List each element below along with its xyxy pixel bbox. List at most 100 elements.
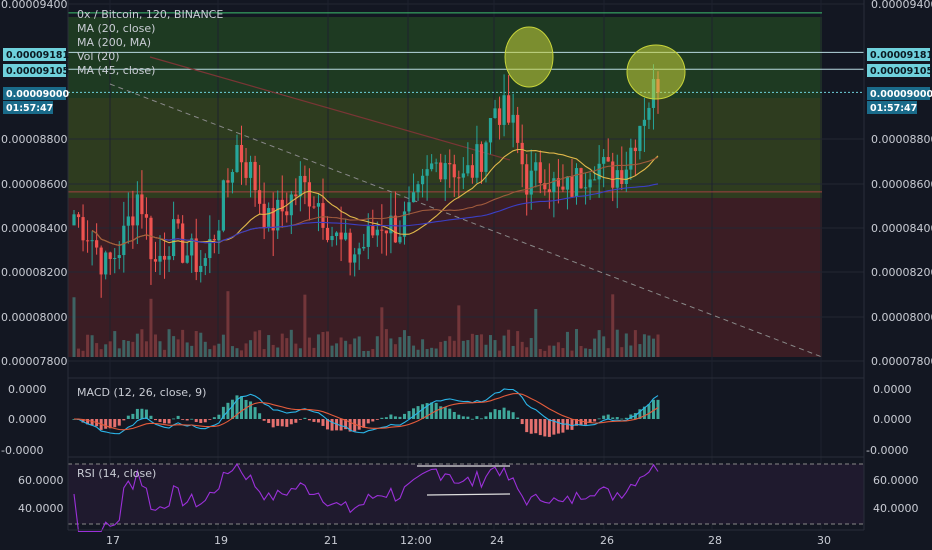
macd-histogram-bar xyxy=(366,419,370,424)
candle-body xyxy=(439,162,443,180)
macd-histogram-bar xyxy=(488,412,492,419)
macd-histogram-bar xyxy=(362,419,366,428)
main-legend[interactable]: 0x / Bitcoin, 120, BINANCE MA (20, close… xyxy=(77,8,223,78)
candle-body xyxy=(538,162,542,184)
macd-histogram-bar xyxy=(498,410,502,419)
legend-ma200[interactable]: MA (200, MA) xyxy=(77,36,152,49)
tag-mid-right-text: 0.00009105 xyxy=(870,66,932,77)
candle-body xyxy=(371,226,375,236)
candle-body xyxy=(520,142,524,165)
candle-body xyxy=(602,157,606,164)
candle-body xyxy=(597,163,601,180)
time-axis[interactable]: 17 19 21 12:00 24 26 28 30 xyxy=(106,534,831,547)
candle-body xyxy=(140,194,144,215)
volume-bar xyxy=(271,344,275,357)
candle-body xyxy=(108,252,112,259)
rsi-axis-tick-left: 60.0000 xyxy=(18,474,64,487)
descending-trendline[interactable] xyxy=(149,56,511,161)
volume-bar xyxy=(620,347,624,357)
candle-body xyxy=(135,194,139,226)
macd-axis-tick-left: 0.0000 xyxy=(8,383,47,396)
macd-histogram-bar xyxy=(407,411,411,419)
volume-bar xyxy=(203,341,207,357)
candle-body xyxy=(593,179,597,181)
macd-histogram-bar xyxy=(235,395,239,419)
macd-histogram-bar xyxy=(357,419,361,430)
candle-body xyxy=(235,144,239,173)
volume-bar xyxy=(570,350,574,357)
tag-countdown-left xyxy=(3,101,53,114)
macd-histogram-bar xyxy=(280,419,284,427)
volume-bar xyxy=(221,334,225,357)
macd-histogram-bar xyxy=(244,399,248,419)
macd-histogram-bar xyxy=(642,406,646,419)
macd-histogram-bar xyxy=(421,404,425,419)
volume-bar xyxy=(416,349,420,357)
macd-histogram-bar xyxy=(457,414,461,419)
volume-bar xyxy=(330,345,334,357)
volume-bar xyxy=(135,333,139,357)
rsi-legend[interactable]: RSI (14, close) xyxy=(77,467,157,480)
candle-body xyxy=(289,194,293,216)
macd-histogram-bar xyxy=(593,419,597,422)
macd-histogram-bar xyxy=(271,419,275,428)
macd-histogram-bar xyxy=(602,415,606,419)
right-price-tick: 0.00008800 xyxy=(871,133,932,146)
macd-histogram-bar xyxy=(339,419,343,431)
candle-body xyxy=(90,240,94,242)
candle-body xyxy=(475,144,479,178)
zone-red xyxy=(68,198,822,357)
macd-histogram-bar xyxy=(534,419,538,434)
candle-body xyxy=(285,211,289,216)
candle-body xyxy=(122,225,126,256)
volume-bar xyxy=(493,340,497,357)
right-price-axis[interactable]: 0.00009400 0.00008800 0.00008600 0.00008… xyxy=(871,0,932,368)
dashed-trendline[interactable] xyxy=(109,83,823,358)
macd-histogram-bar xyxy=(326,419,330,430)
candle-body xyxy=(362,246,366,249)
candle-body xyxy=(574,168,579,197)
legend-ma20[interactable]: MA (20, close) xyxy=(77,22,156,35)
macd-histogram-bar xyxy=(552,419,556,435)
candle-body xyxy=(248,161,253,178)
rsi-divergence-lower[interactable] xyxy=(426,493,511,496)
volume-bar xyxy=(276,347,280,357)
legend-ma45[interactable]: MA (45, close) xyxy=(77,64,156,77)
candle-body xyxy=(642,119,647,126)
macd-histogram-bar xyxy=(163,419,167,424)
macd-axis[interactable]: 0.0000 0.0000 -0.0000 0.0000 0.0000 -0.0… xyxy=(1,383,912,457)
volume-bar xyxy=(498,350,502,357)
candle-body xyxy=(176,219,180,224)
candle-body xyxy=(547,189,551,193)
volume-bar xyxy=(484,344,488,357)
highlight-ellipse-1[interactable] xyxy=(504,26,554,88)
macd-axis-tick-right: 0.0000 xyxy=(873,383,912,396)
grid-lines xyxy=(68,0,864,530)
symbol-title[interactable]: 0x / Bitcoin, 120, BINANCE xyxy=(77,8,224,21)
legend-vol[interactable]: Vol (20) xyxy=(77,50,120,63)
macd-histogram-bar xyxy=(81,419,85,423)
macd-histogram-bar xyxy=(448,408,452,419)
candle-body xyxy=(457,177,461,179)
rsi-axis[interactable]: 60.0000 40.0000 60.0000 40.0000 xyxy=(18,474,919,515)
volume-bar xyxy=(565,331,569,357)
tag-upper-right xyxy=(867,48,930,61)
volume-bar xyxy=(556,342,560,357)
macd-histogram-bar xyxy=(561,419,565,433)
highlight-ellipse-2[interactable] xyxy=(626,44,686,100)
left-price-axis[interactable]: 0.00009400 0.00008800 0.00008600 0.00008… xyxy=(1,0,67,368)
candle-body xyxy=(344,232,348,240)
volume-bar xyxy=(579,346,583,357)
macd-histogram-bar xyxy=(461,416,465,419)
macd-histogram-bar xyxy=(335,419,339,431)
macd-histogram-bar xyxy=(651,399,655,419)
macd-histogram-bar xyxy=(312,419,316,422)
candle-body xyxy=(321,203,325,228)
macd-histogram-bar xyxy=(412,408,416,419)
macd-legend[interactable]: MACD (12, 26, close, 9) xyxy=(77,386,207,399)
macd-histogram-bar xyxy=(167,419,171,424)
macd-histogram-bar xyxy=(153,419,157,421)
macd-histogram-bar xyxy=(108,419,112,429)
candle-body xyxy=(497,108,502,125)
